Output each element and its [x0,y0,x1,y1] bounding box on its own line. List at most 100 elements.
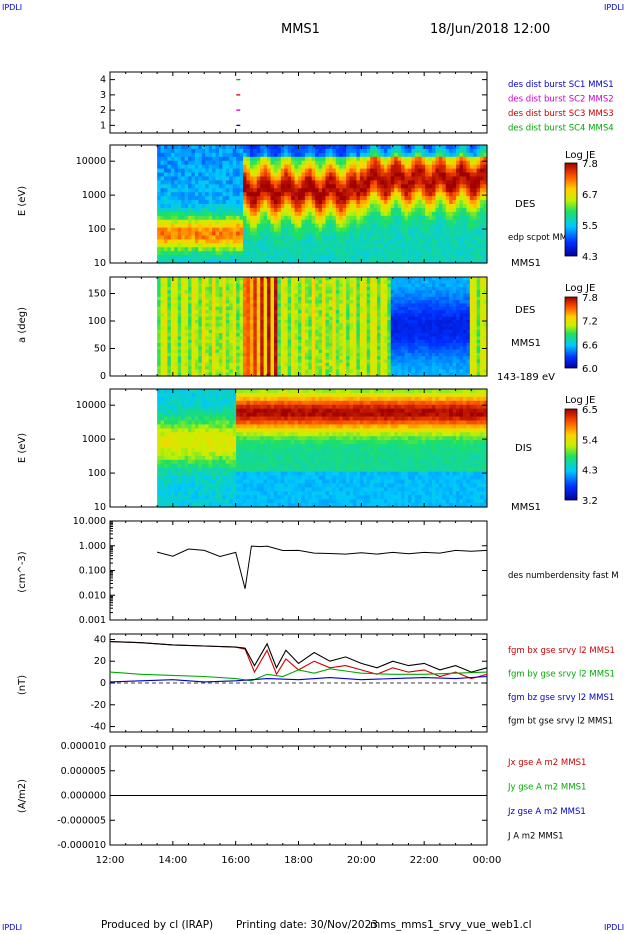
des-pitch-cell [208,319,213,324]
des-energy-cell [435,184,440,189]
des-energy-cell [401,180,406,185]
des-energy-cell [315,251,320,256]
des-energy-cell [188,156,193,162]
des-energy-cell [253,196,258,201]
des-energy-cell [390,247,395,252]
des-energy-cell [277,223,282,229]
des-pitch-cell [380,306,385,311]
des-energy-cell [390,145,395,150]
des-pitch-cell [301,339,306,344]
des-energy-cell [366,255,371,260]
des-pitch-cell [270,283,275,288]
des-pitch-cell [164,349,169,354]
des-energy-cell [263,211,268,217]
des-pitch-cell [370,303,375,308]
des-energy-cell [414,160,419,166]
des-energy-cell [270,219,275,225]
des-energy-cell [291,176,296,181]
des-energy-cell [177,176,182,181]
des-pitch-cell [311,346,316,351]
des-energy-cell [198,247,203,252]
des-energy-cell [167,219,172,225]
des-pitch-cell [284,306,289,311]
des-energy-cell [160,148,165,154]
des-energy-cell [339,215,344,221]
des-energy-cell [164,243,169,248]
des-energy-cell [225,231,230,237]
des-pitch-cell [298,303,303,308]
des-energy-cell [239,235,244,240]
des-energy-cell [253,156,258,162]
des-pitch-cell [342,336,347,341]
des-pitch-cell [328,296,333,301]
des-energy-cell [469,204,474,209]
des-energy-cell [267,188,272,193]
des-pitch-cell [332,362,337,367]
des-energy-cell [359,223,364,229]
des-pitch-cell [270,343,275,347]
des-energy-cell [418,219,423,225]
des-pitch-cell [387,366,392,370]
des-pitch-cell [308,296,313,301]
des-pitch-cell [394,290,399,295]
des-energy-cell [414,235,419,240]
des-energy-cell [432,231,437,237]
des-pitch-cell [236,349,241,354]
des-pitch-cell [387,359,392,364]
des-pitch-cell [390,293,395,298]
footer-printing-date: Printing date: 30/Nov/2023 [236,919,378,931]
des-pitch-cell [291,300,296,304]
des-pitch-cell [246,372,251,377]
des-pitch-cell [366,343,371,347]
des-energy-cell [414,172,419,178]
des-pitch-cell [394,296,399,301]
des-energy-cell [232,235,237,240]
des-pitch-cell [373,349,378,354]
des-energy-cell [164,247,169,252]
des-pitch-cell [256,359,261,364]
des-pitch-cell [177,329,182,334]
des-energy-cell [342,164,347,170]
des-pitch-cell [260,323,265,328]
des-energy-cell [462,192,467,197]
des-energy-cell [253,200,258,205]
des-pitch-cell [188,283,193,288]
des-energy-cell [483,251,488,256]
des-pitch-cell [380,352,385,357]
des-energy-cell [280,172,285,178]
des-energy-cell [438,251,443,256]
des-pitch-cell [167,290,172,295]
des-pitch-cell [267,310,272,314]
des-pitch-cell [215,306,220,311]
des-energy-cell [356,196,361,201]
des-energy-cell [356,176,361,181]
des-pitch-cell [322,366,327,370]
des-energy-cell [342,172,347,178]
des-pitch-cell [304,283,309,288]
des-pitch-cell [315,296,320,301]
des-energy-cell [170,239,175,244]
des-energy-cell [390,192,395,197]
des-pitch-cell [377,352,382,357]
des-energy-cell [390,255,395,260]
des-energy-cell [404,160,409,166]
des-energy-cell [246,259,251,264]
des-pitch-cell [373,369,378,374]
des-pitch-cell [236,343,241,347]
des-pitch-cell [342,349,347,354]
des-energy-cell [438,176,443,181]
des-energy-cell [256,180,261,185]
des-energy-cell [215,168,220,174]
des-pitch-cell [253,290,258,295]
des-pitch-cell [170,339,175,344]
des-pitch-cell [370,316,375,321]
des-energy-cell [287,259,292,264]
des-pitch-cell [260,329,265,334]
des-pitch-cell [287,352,292,357]
des-pitch-cell [246,286,251,291]
des-pitch-cell [335,316,340,321]
des-energy-cell [198,227,203,233]
des-energy-cell [212,184,217,189]
des-pitch-cell [366,303,371,308]
des-pitch-cell [212,283,217,288]
